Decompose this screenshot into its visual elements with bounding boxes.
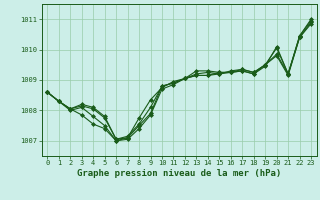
X-axis label: Graphe pression niveau de la mer (hPa): Graphe pression niveau de la mer (hPa) — [77, 169, 281, 178]
